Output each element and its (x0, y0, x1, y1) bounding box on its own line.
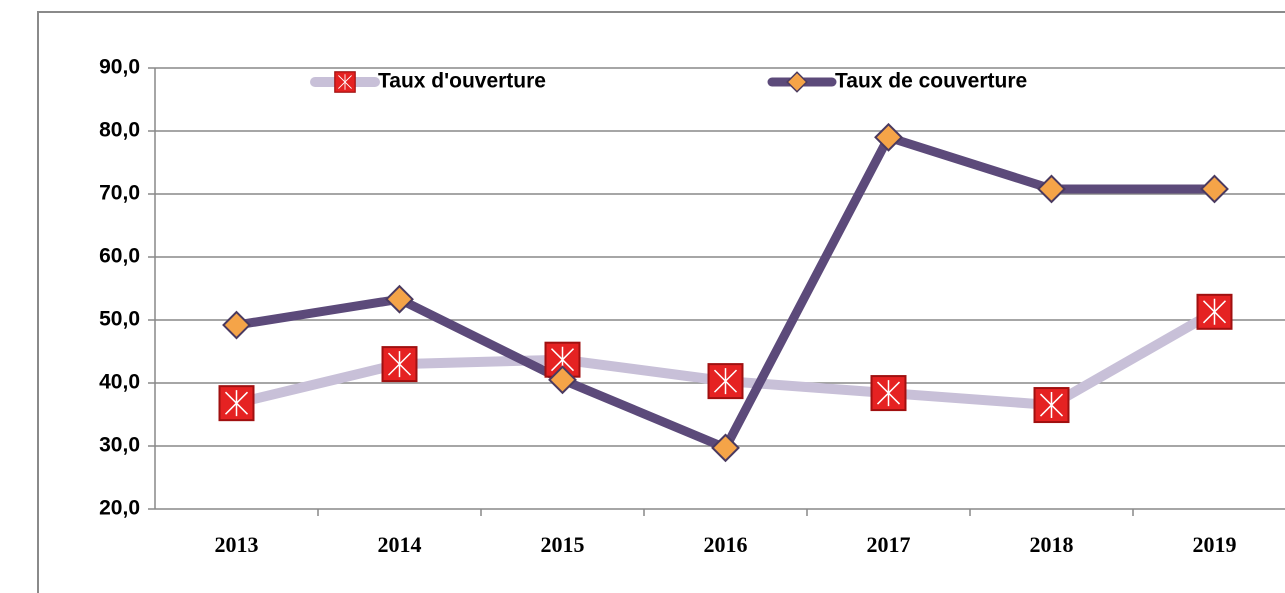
square-marker (218, 385, 255, 422)
chart-frame (37, 11, 1285, 593)
marker-star (338, 74, 352, 90)
diamond-marker (222, 310, 251, 340)
y-tick-label: 20,0 (99, 497, 140, 520)
x-tick-label: 2015 (541, 532, 585, 557)
x-tick-label: 2017 (867, 532, 911, 557)
marker-star (1202, 298, 1227, 325)
diamond-marker (548, 365, 577, 395)
y-tick-label: 30,0 (99, 434, 140, 457)
marker-star (1039, 392, 1064, 419)
square-marker (870, 375, 907, 412)
square-marker (334, 71, 356, 93)
square-marker (707, 363, 744, 400)
square-marker (1196, 293, 1233, 330)
marker-star (387, 351, 412, 378)
x-tick-label: 2019 (1193, 532, 1237, 557)
diamond-marker (874, 122, 903, 152)
diamond-marker (1037, 174, 1066, 204)
y-tick-label: 40,0 (99, 371, 140, 394)
marker-star (224, 390, 249, 417)
diamond-marker (711, 433, 740, 463)
diamond-marker (786, 71, 808, 93)
y-tick-label: 80,0 (99, 119, 140, 142)
legend-label: Taux de couverture (835, 70, 1027, 93)
y-tick-label: 60,0 (99, 245, 140, 268)
diamond-marker (385, 284, 414, 314)
marker-star (713, 368, 738, 395)
x-tick-label: 2016 (704, 532, 748, 557)
marker-star (876, 380, 901, 407)
y-tick-label: 90,0 (99, 56, 140, 79)
legend-label: Taux d'ouverture (378, 70, 546, 93)
square-marker (1033, 387, 1070, 424)
y-tick-label: 70,0 (99, 182, 140, 205)
diamond-marker (1200, 174, 1229, 204)
x-tick-label: 2014 (378, 532, 422, 557)
square-marker (381, 346, 418, 383)
y-tick-label: 50,0 (99, 308, 140, 331)
x-tick-label: 2013 (215, 532, 259, 557)
x-tick-label: 2018 (1030, 532, 1074, 557)
